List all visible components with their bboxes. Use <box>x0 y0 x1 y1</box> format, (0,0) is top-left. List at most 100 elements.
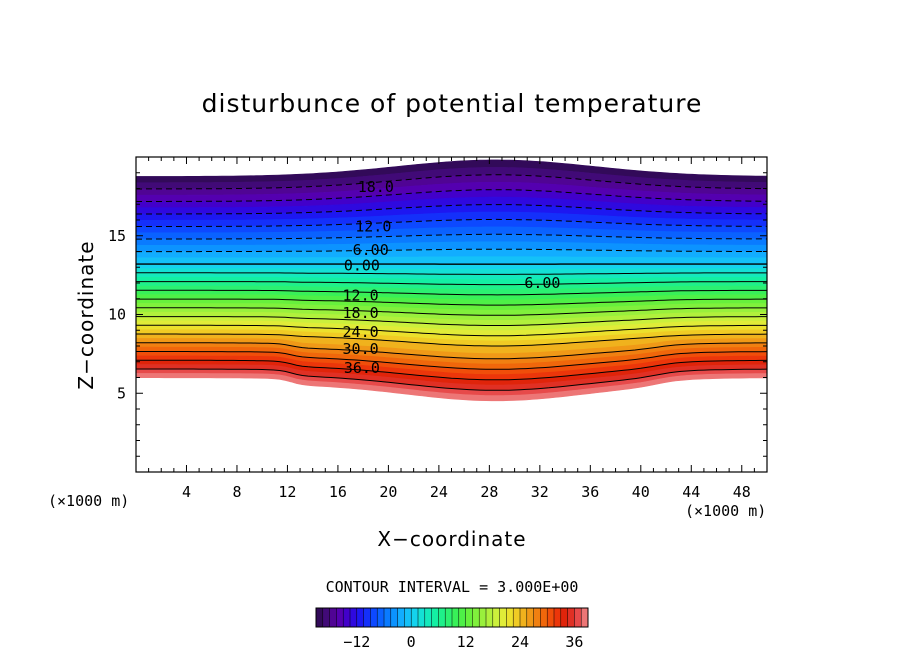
colorbar-cell <box>343 608 351 627</box>
contour-line <box>136 342 767 360</box>
contour-label: 6.00 <box>353 241 389 259</box>
contour-label: 36.0 <box>344 359 380 377</box>
contour-label: 6.00 <box>524 274 560 292</box>
y-tick-label: 5 <box>117 384 126 402</box>
y-tick-label: 10 <box>108 306 126 324</box>
colorbar-cell <box>438 608 446 627</box>
colorbar-tick-label: 0 <box>407 633 416 651</box>
colorbar-ticks: −12 0 12 24 36 <box>343 633 583 651</box>
colorbar-cell <box>329 608 337 627</box>
x-tick-label: 32 <box>531 483 549 501</box>
contour-label: 12.0 <box>343 287 379 305</box>
colorbar-tick-label: 24 <box>511 633 529 651</box>
contour-line <box>136 316 767 326</box>
contour-line-negative <box>136 174 767 190</box>
contour-line-negative <box>136 218 767 227</box>
contour-line <box>136 333 767 347</box>
contour-line <box>136 351 767 370</box>
colorbar-cell <box>363 608 371 627</box>
colorbar-cell <box>316 608 324 627</box>
contour-line-negative <box>136 233 767 240</box>
colorbar-cell <box>377 608 385 627</box>
colorbar-cell <box>431 608 439 627</box>
colorbar-cell <box>486 608 494 627</box>
x-tick-label: 8 <box>232 483 241 501</box>
contour-label: 24.0 <box>343 323 379 341</box>
x-tick-label: 4 <box>182 483 191 501</box>
colorbar-cell <box>567 608 575 627</box>
y-tick-labels: 5 10 15 <box>108 227 126 402</box>
contour-line <box>136 368 767 391</box>
contour-lines <box>136 174 767 391</box>
contour-line-negative <box>136 189 767 202</box>
contour-line <box>136 307 767 316</box>
contour-label: 18.0 <box>358 178 394 196</box>
colorbar-cell <box>465 608 473 627</box>
colorbar <box>316 608 589 627</box>
colorbar-cell <box>356 608 364 627</box>
colorbar-cell <box>350 608 358 627</box>
y-tick-label: 15 <box>108 227 126 245</box>
colorbar-cell <box>560 608 568 627</box>
x-tick-label: 36 <box>581 483 599 501</box>
contour-line-negative <box>136 204 767 215</box>
contour-label: 30.0 <box>343 340 379 358</box>
colorbar-cell <box>574 608 582 627</box>
x-axis-label: X−coordinate <box>377 527 526 551</box>
colorbar-cell <box>499 608 507 627</box>
colorbar-cell <box>479 608 487 627</box>
colorbar-cell <box>445 608 453 627</box>
chart-title: disturbunce of potential temperature <box>202 89 703 118</box>
contour-label: 12.0 <box>355 217 391 235</box>
x-tick-label: 16 <box>329 483 347 501</box>
contour-line-negative <box>136 248 767 253</box>
contour-label: 18.0 <box>343 304 379 322</box>
x-tick-label: 44 <box>682 483 700 501</box>
x-tick-label: 28 <box>480 483 498 501</box>
colorbar-cell <box>526 608 534 627</box>
x-tick-label: 40 <box>632 483 650 501</box>
colorbar-cell <box>390 608 398 627</box>
colorbar-cell <box>581 608 589 627</box>
colorbar-cell <box>547 608 555 627</box>
colorbar-tick-label: 12 <box>457 633 475 651</box>
contour-band <box>136 373 767 402</box>
colorbar-cell <box>506 608 514 627</box>
colorbar-cell <box>424 608 432 627</box>
colorbar-tick-label: 36 <box>565 633 583 651</box>
colorbar-frame <box>315 607 589 628</box>
contour-line <box>136 298 767 306</box>
x-unit-right: (×1000 m) <box>685 502 766 520</box>
contour-band <box>136 256 767 265</box>
y-axis-label: Z−coordinate <box>74 240 98 389</box>
colorbar-cell <box>404 608 412 627</box>
colorbar-cell <box>370 608 378 627</box>
colorbar-cell <box>520 608 528 627</box>
x-tick-label: 24 <box>430 483 448 501</box>
colorbar-cell <box>397 608 405 627</box>
colorbar-cell <box>492 608 500 627</box>
contour-line <box>136 281 767 286</box>
colorbar-cell <box>384 608 392 627</box>
colorbar-cell <box>336 608 344 627</box>
colorbar-cell <box>452 608 460 627</box>
contour-line <box>136 289 767 296</box>
axis-ticks <box>136 157 767 472</box>
colorbar-cell <box>418 608 426 627</box>
contour-line <box>136 324 767 337</box>
x-unit-left: (×1000 m) <box>48 492 129 510</box>
colorbar-tick-label: −12 <box>343 633 370 651</box>
x-tick-label: 12 <box>278 483 296 501</box>
x-tick-labels: 4 8 12 16 20 24 28 32 36 40 44 48 <box>182 483 751 501</box>
colorbar-cell <box>513 608 521 627</box>
contour-label: 0.00 <box>344 257 380 275</box>
colorbar-cell <box>472 608 480 627</box>
contour-line <box>136 272 767 275</box>
colorbar-cell <box>322 608 330 627</box>
x-tick-label: 20 <box>379 483 397 501</box>
colorbar-cell <box>540 608 548 627</box>
plot-area <box>136 159 767 402</box>
filled-contour-bands <box>136 159 767 402</box>
